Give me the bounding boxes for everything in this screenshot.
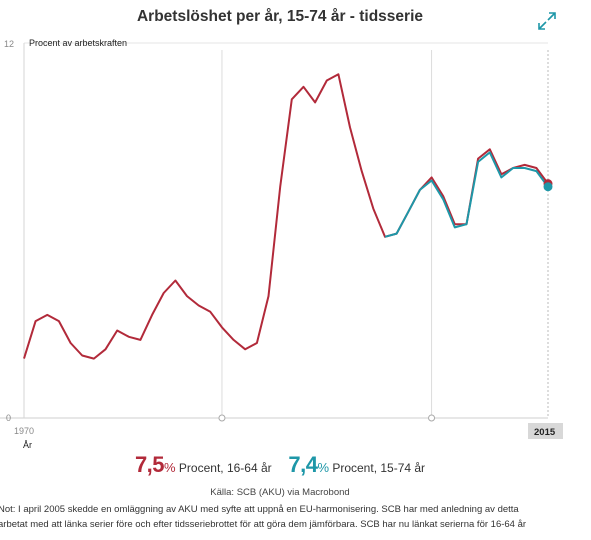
y-axis-label: Procent av arbetskraften	[29, 38, 127, 48]
series-end-point-1[interactable]	[543, 182, 553, 192]
chart-title: Arbetslöshet per år, 15-74 år - tidsseri…	[136, 8, 424, 25]
footnote: Not: I april 2005 skedde en omläggning a…	[0, 502, 591, 532]
series-layer	[23, 73, 549, 360]
axis-marker-1[interactable]	[428, 414, 436, 422]
footnote-line-1: Not: I april 2005 skedde en omläggning a…	[0, 504, 519, 515]
x-tick-end: 2015	[534, 427, 556, 438]
series-line-1	[384, 151, 549, 238]
x-tick-start: 1970	[14, 426, 34, 436]
axis-marker-0[interactable]	[218, 414, 226, 422]
legend-value-15-74: 7,4	[288, 452, 318, 477]
footnote-line-2: arbetat med att länka serier före och ef…	[0, 519, 527, 530]
line-chart: 12 Procent av arbetskraften 0 1970 År 20…	[0, 38, 563, 450]
marker-layer	[218, 179, 553, 422]
x-end-label-box	[528, 423, 563, 439]
legend-value-16-64: 7,5	[134, 452, 165, 477]
x-axis-label: År	[23, 440, 32, 450]
legend-pct-15-74: %	[317, 460, 329, 475]
source-text: Källa: SCB (AKU) via Macrobond	[210, 487, 350, 498]
legend-label-16-64: Procent, 16-64 år	[175, 461, 272, 475]
y-tick-max: 12	[4, 39, 14, 49]
legend-pct-16-64: %	[164, 460, 176, 475]
series-line-0	[23, 73, 549, 360]
y-tick-min: 0	[6, 413, 11, 423]
legend-label-15-74: Procent, 15-74 år	[329, 461, 426, 475]
chart-gridlines	[0, 42, 549, 419]
expand-arrows-icon[interactable]	[536, 10, 558, 32]
legend: 7,5% Procent, 16-64 år 7,4% Procent, 15-…	[0, 452, 560, 478]
